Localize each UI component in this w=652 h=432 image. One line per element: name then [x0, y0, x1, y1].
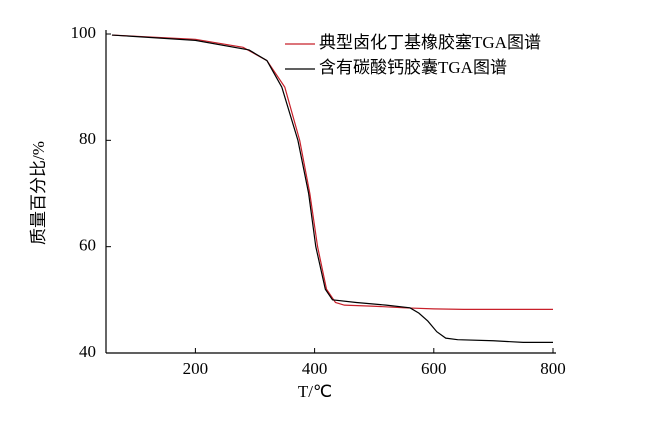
x-tick-label: 200	[183, 359, 209, 378]
y-axis-label: 质量百分比/%	[29, 141, 48, 245]
data-line	[111, 34, 553, 343]
y-tick-label: 60	[79, 236, 96, 255]
x-axis-label: T/℃	[298, 382, 332, 401]
legend-label: 典型卤化丁基橡胶塞TGA图谱	[319, 33, 541, 52]
y-tick-label: 80	[79, 129, 96, 148]
y-tick-label: 40	[79, 342, 96, 361]
x-tick-label: 400	[302, 359, 328, 378]
x-tick-label: 600	[421, 359, 447, 378]
y-tick-label: 100	[71, 23, 97, 42]
x-tick-label: 800	[540, 359, 566, 378]
legend-label: 含有碳酸钙胶囊TGA图谱	[319, 58, 507, 77]
